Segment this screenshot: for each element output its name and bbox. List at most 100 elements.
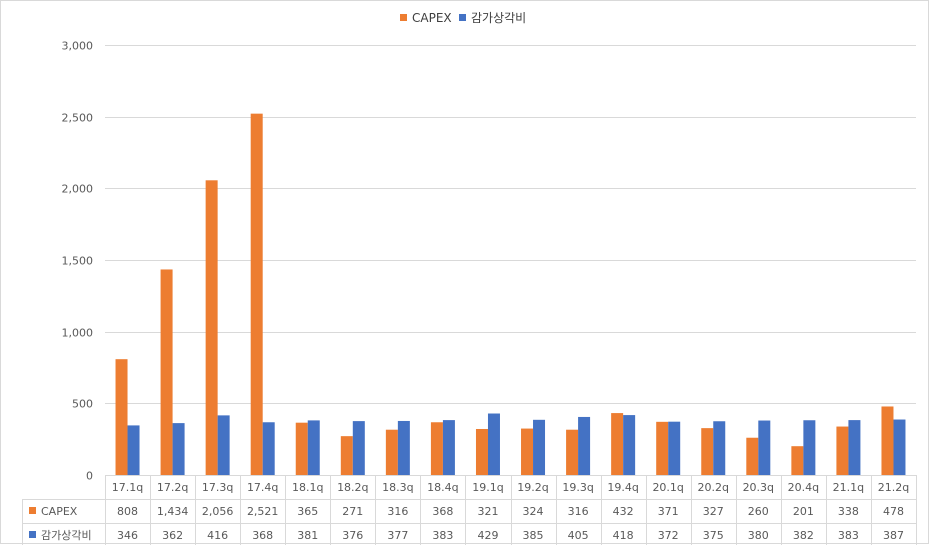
data-label: 375 (703, 529, 724, 542)
legend: CAPEX 감가상각비 (400, 11, 526, 25)
x-tick-label: 17.3q (202, 481, 233, 494)
table-series-label: CAPEX (41, 505, 78, 518)
data-label: 371 (658, 505, 679, 518)
data-label: 377 (387, 529, 408, 542)
data-label: 429 (477, 529, 498, 542)
x-tick-label: 18.4q (427, 481, 458, 494)
data-label: 365 (297, 505, 318, 518)
data-label: 362 (162, 529, 183, 542)
data-label: 385 (523, 529, 544, 542)
x-tick-label: 20.2q (698, 481, 729, 494)
y-tick-label: 2,500 (62, 112, 94, 125)
bar-depreciation (668, 421, 681, 475)
data-label: 2,521 (247, 505, 279, 518)
data-label: 368 (252, 529, 273, 542)
x-tick-label: 19.2q (517, 481, 548, 494)
y-tick-label: 2,000 (62, 183, 94, 196)
data-table: 17.1q 17.2q 17.3q 17.4q 18.1q 18.2q 18.3q 18.4q… (22, 475, 917, 545)
bar-capex (521, 428, 534, 475)
bar-capex (611, 413, 624, 475)
bar-capex (385, 429, 398, 475)
table-series-label: 감가상각비 (41, 529, 92, 542)
bar-depreciation (848, 420, 861, 475)
legend-key-depreciation (459, 14, 466, 21)
bar-depreciation (487, 413, 500, 475)
data-label: 260 (748, 505, 769, 518)
bar-capex (701, 428, 714, 475)
table-legend-key (29, 507, 36, 514)
data-label: 1,434 (157, 505, 189, 518)
x-tick-label: 18.1q (292, 481, 323, 494)
x-tick-label: 18.3q (382, 481, 413, 494)
x-tick-label: 21.2q (878, 481, 909, 494)
data-label: 368 (432, 505, 453, 518)
data-label: 382 (793, 529, 814, 542)
bars (115, 113, 906, 475)
bar-depreciation (127, 425, 140, 475)
data-label: 380 (748, 529, 769, 542)
bar-depreciation (623, 415, 636, 475)
y-tick-label: 1,000 (62, 327, 94, 340)
bar-capex (475, 428, 488, 475)
data-label: 327 (703, 505, 724, 518)
bar-depreciation (172, 423, 185, 475)
x-tick-label: 20.1q (652, 481, 683, 494)
data-label: 338 (838, 505, 859, 518)
y-tick-label: 0 (86, 470, 93, 483)
y-tick-label: 500 (72, 398, 93, 411)
bar-capex (881, 406, 894, 475)
y-tick-label: 1,500 (62, 255, 94, 268)
data-label: 405 (568, 529, 589, 542)
data-label: 324 (523, 505, 544, 518)
x-tick-label: 19.3q (562, 481, 593, 494)
legend-label: CAPEX (412, 11, 452, 25)
data-label: 376 (342, 529, 363, 542)
data-label: 346 (117, 529, 138, 542)
x-tick-label: 19.4q (607, 481, 638, 494)
bar-depreciation (893, 419, 906, 475)
data-label: 372 (658, 529, 679, 542)
data-label: 478 (883, 505, 904, 518)
x-tick-label: 18.2q (337, 481, 368, 494)
bar-depreciation (442, 420, 455, 475)
legend-label: 감가상각비 (471, 11, 526, 25)
data-label: 387 (883, 529, 904, 542)
bar-depreciation (578, 416, 591, 475)
bar-capex (791, 446, 804, 475)
bar-capex (566, 429, 579, 475)
bar-depreciation (803, 420, 816, 475)
data-label: 416 (207, 529, 228, 542)
bar-depreciation (533, 419, 546, 475)
bar-capex (295, 422, 308, 475)
x-tick-label: 19.1q (472, 481, 503, 494)
data-label: 2,056 (202, 505, 234, 518)
x-tick-label: 17.1q (112, 481, 143, 494)
bar-capex (160, 269, 173, 475)
bar-capex (340, 436, 353, 475)
data-label: 432 (613, 505, 634, 518)
y-axis-ticks: 0 500 1,000 1,500 2,000 2,500 3,000 (62, 40, 94, 483)
data-label: 316 (568, 505, 589, 518)
bar-capex (430, 422, 443, 475)
bar-depreciation (217, 415, 230, 475)
data-label: 418 (613, 529, 634, 542)
bar-capex (746, 437, 759, 475)
y-tick-label: 3,000 (62, 40, 94, 53)
bar-capex (656, 421, 669, 475)
bar-depreciation (713, 421, 726, 475)
legend-key-capex (400, 14, 407, 21)
data-label: 201 (793, 505, 814, 518)
gridlines (105, 45, 916, 404)
x-tick-label: 21.1q (833, 481, 864, 494)
data-label: 383 (838, 529, 859, 542)
bar-depreciation (307, 420, 320, 475)
table-legend-key (29, 531, 36, 538)
x-tick-label: 20.3q (743, 481, 774, 494)
bar-capex (836, 426, 849, 475)
x-tick-label: 20.4q (788, 481, 819, 494)
data-label: 316 (387, 505, 408, 518)
bar-depreciation (262, 422, 275, 475)
bar-depreciation (397, 420, 410, 475)
